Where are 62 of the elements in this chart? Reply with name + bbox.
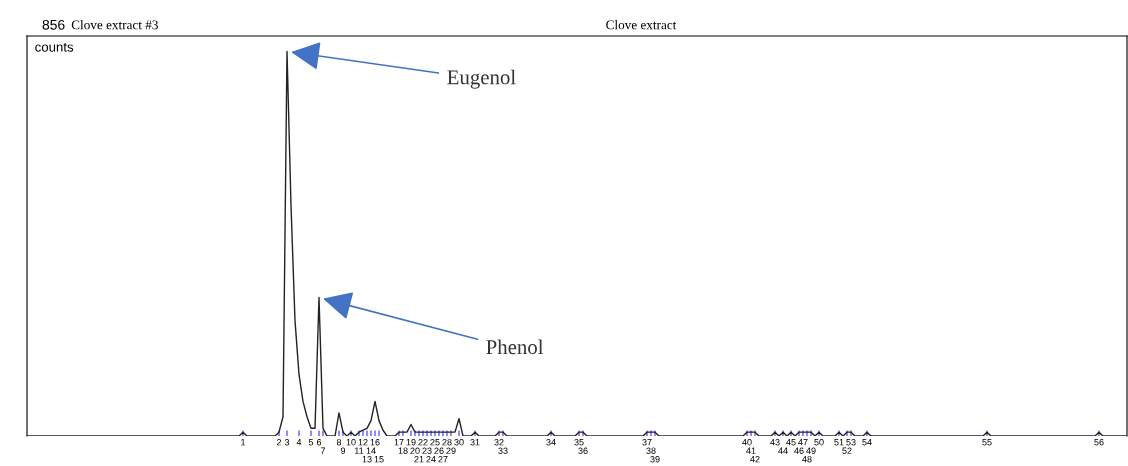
x-tick-label: 40 xyxy=(742,439,752,446)
x-tick-label: 1 xyxy=(241,439,246,446)
x-tick-label: 29 xyxy=(446,447,456,454)
x-tick-label: 3 xyxy=(284,439,290,446)
x-tick-label: 46 xyxy=(794,447,804,454)
x-tick-label: 44 xyxy=(778,447,788,454)
x-tick-label: 26 xyxy=(434,447,444,454)
x-tick-label: 22 xyxy=(418,439,428,446)
x-tick-label: 2 xyxy=(276,439,282,446)
x-tick-label: 5 xyxy=(308,439,314,446)
x-tick-label: 4 xyxy=(296,439,302,446)
x-tick-label: 53 xyxy=(846,439,856,446)
x-tick-label: 54 xyxy=(862,439,872,446)
x-tick-label: 45 xyxy=(786,439,796,446)
x-tick-label: 19 xyxy=(406,439,416,446)
x-tick-label: 20 xyxy=(410,447,420,454)
x-tick-label: 56 xyxy=(1094,439,1104,446)
x-tick-label: 25 xyxy=(430,439,440,446)
x-tick-label: 27 xyxy=(438,456,448,463)
x-tick-label: 33 xyxy=(498,447,508,454)
chart-title: Clove extract xyxy=(606,20,677,30)
x-tick-label: 39 xyxy=(650,456,660,463)
x-tick-label: 31 xyxy=(470,439,480,446)
x-tick-label: 52 xyxy=(842,447,852,454)
x-tick-label: 12 xyxy=(358,439,368,446)
x-tick-label: 55 xyxy=(982,439,992,446)
x-tick-label: 41 xyxy=(746,447,756,454)
x-tick-label: 36 xyxy=(578,447,588,454)
x-tick-label: 23 xyxy=(422,447,432,454)
x-tick-label: 42 xyxy=(750,456,760,463)
x-tick-label: 34 xyxy=(546,439,556,446)
text: 856 xyxy=(42,19,65,30)
x-tick-label: 6 xyxy=(316,439,322,446)
text: Clove extract #3 xyxy=(71,20,158,30)
x-tick-label: 47 xyxy=(798,439,808,446)
x-tick-label: 21 xyxy=(414,456,424,463)
x-tick-label: 17 xyxy=(394,439,404,446)
x-tick-label: 14 xyxy=(366,447,376,454)
x-tick-label: 11 xyxy=(355,447,364,454)
x-tick-label: 35 xyxy=(574,439,584,446)
x-tick-label: 13 xyxy=(362,456,372,463)
x-tick-label: 18 xyxy=(398,447,408,454)
x-tick-label: 51 xyxy=(834,439,844,446)
annotation: Eugenol xyxy=(447,69,516,89)
x-tick-label: 32 xyxy=(494,439,504,446)
x-tick-label: 50 xyxy=(814,439,824,446)
x-tick-label: 49 xyxy=(806,447,816,454)
x-tick-label: 43 xyxy=(770,439,780,446)
x-tick-label: 30 xyxy=(454,439,464,446)
x-tick-label: 37 xyxy=(642,439,652,446)
x-tick-label: 16 xyxy=(370,439,380,446)
x-tick-label: 7 xyxy=(320,447,326,454)
x-tick-label: 38 xyxy=(646,447,656,454)
x-tick-label: 15 xyxy=(374,456,384,463)
annotation: counts xyxy=(35,43,74,52)
annotation: Phenol xyxy=(486,339,544,355)
x-tick-label: 10 xyxy=(346,439,356,446)
x-tick-label: 24 xyxy=(426,456,436,463)
x-tick-label: 9 xyxy=(340,447,346,454)
x-tick-label: 8 xyxy=(336,439,342,446)
x-tick-label: 28 xyxy=(442,439,452,446)
x-tick-label: 48 xyxy=(802,456,812,463)
